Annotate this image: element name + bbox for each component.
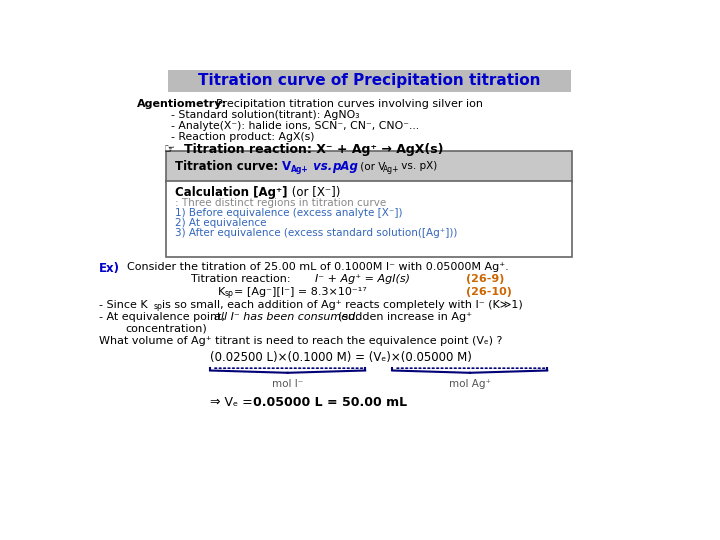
Text: Ag+: Ag+ — [383, 165, 400, 174]
Text: Titration curve:: Titration curve: — [175, 160, 283, 173]
Text: (0.02500 L)×(0.1000 M) = (Vₑ)×(0.05000 M): (0.02500 L)×(0.1000 M) = (Vₑ)×(0.05000 M… — [210, 351, 472, 364]
Text: 2) At equivalence: 2) At equivalence — [175, 218, 266, 228]
Text: - Analyte(X⁻): halide ions, SCN⁻, CN⁻, CNO⁻...: - Analyte(X⁻): halide ions, SCN⁻, CN⁻, C… — [171, 121, 420, 131]
Text: Precipitation titration curves involving silver ion: Precipitation titration curves involving… — [215, 99, 482, 109]
Text: Titration reaction:: Titration reaction: — [191, 274, 290, 284]
Text: Titration curve of Precipitation titration: Titration curve of Precipitation titrati… — [198, 73, 540, 89]
FancyBboxPatch shape — [166, 151, 572, 182]
Text: I⁻ + Ag⁺ = AgI(s): I⁻ + Ag⁺ = AgI(s) — [315, 274, 410, 284]
Text: is so small, each addition of Ag⁺ reacts completely with I⁻ (K≫1): is so small, each addition of Ag⁺ reacts… — [162, 300, 523, 309]
Text: - At equivalence point,: - At equivalence point, — [99, 312, 229, 322]
Text: mol Ag⁺: mol Ag⁺ — [449, 379, 491, 389]
FancyBboxPatch shape — [166, 181, 572, 257]
Text: (or V: (or V — [356, 161, 385, 171]
Text: ☞  Titration reaction: X⁻ + Ag⁺ → AgX(s): ☞ Titration reaction: X⁻ + Ag⁺ → AgX(s) — [163, 143, 443, 157]
Text: all I⁻ has been consumed.: all I⁻ has been consumed. — [214, 312, 359, 322]
Text: vs.: vs. — [310, 160, 337, 173]
Text: Consider the titration of 25.00 mL of 0.1000M I⁻ with 0.05000M Ag⁺.: Consider the titration of 25.00 mL of 0.… — [127, 262, 509, 272]
Text: 0.05000 L = 50.00 mL: 0.05000 L = 50.00 mL — [253, 396, 407, 409]
Text: What volume of Ag⁺ titrant is need to reach the equivalence point (Vₑ) ?: What volume of Ag⁺ titrant is need to re… — [99, 336, 503, 346]
Text: (sudden increase in Ag⁺: (sudden increase in Ag⁺ — [338, 312, 472, 322]
Text: sp: sp — [153, 302, 163, 311]
FancyBboxPatch shape — [168, 70, 570, 92]
Text: 1) Before equivalence (excess analyte [X⁻]): 1) Before equivalence (excess analyte [X… — [175, 208, 402, 218]
Text: (26-9): (26-9) — [466, 274, 504, 284]
Text: - Since K: - Since K — [99, 300, 148, 309]
Text: - Reaction product: AgX(s): - Reaction product: AgX(s) — [171, 132, 315, 142]
Text: concentration): concentration) — [125, 323, 207, 334]
Text: vs. pX): vs. pX) — [398, 161, 438, 171]
Text: 3) After equivalence (excess standard solution([Ag⁺])): 3) After equivalence (excess standard so… — [175, 228, 458, 238]
Text: mol I⁻: mol I⁻ — [272, 379, 303, 389]
Text: : Three distinct regions in titration curve: : Three distinct regions in titration cu… — [175, 198, 387, 208]
Text: = [Ag⁻][I⁻] = 8.3×10⁻¹⁷: = [Ag⁻][I⁻] = 8.3×10⁻¹⁷ — [234, 287, 367, 296]
Text: - Standard solution(titrant): AgNO₃: - Standard solution(titrant): AgNO₃ — [171, 110, 360, 120]
Text: (or [X⁻]): (or [X⁻]) — [287, 186, 340, 199]
Text: ⇒ Vₑ =: ⇒ Vₑ = — [210, 396, 257, 409]
Text: sp: sp — [225, 289, 234, 298]
Text: K: K — [218, 287, 225, 296]
Text: Ex): Ex) — [99, 262, 120, 275]
Text: V: V — [282, 160, 292, 173]
Text: Agentiometry:: Agentiometry: — [137, 99, 227, 109]
Text: (26-10): (26-10) — [466, 287, 512, 296]
Text: pAg: pAg — [332, 160, 358, 173]
Text: Ag+: Ag+ — [291, 165, 308, 174]
Text: Calculation [Ag⁺]: Calculation [Ag⁺] — [175, 186, 288, 199]
